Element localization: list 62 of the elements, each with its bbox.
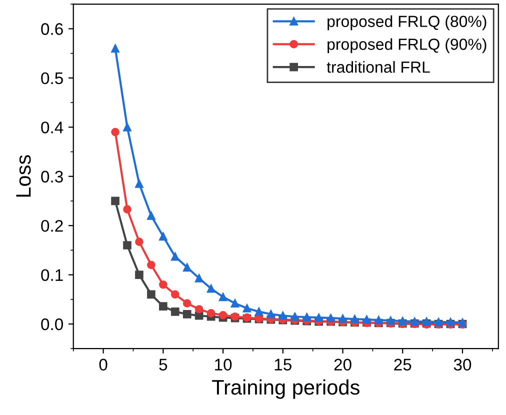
- point: [194, 305, 204, 314]
- point: [254, 308, 264, 316]
- x-axis-title: Training periods: [212, 379, 360, 399]
- x-tick-label: 10: [215, 358, 232, 371]
- point: [159, 280, 168, 289]
- point: [111, 196, 120, 206]
- point: [182, 299, 192, 308]
- x-tick-label: 25: [394, 358, 412, 371]
- point: [123, 241, 132, 250]
- point: [182, 310, 192, 318]
- point: [302, 312, 312, 322]
- legend-label: traditional FRL: [326, 61, 430, 73]
- y-tick-label: 0.5: [41, 72, 63, 84]
- legend-label: proposed FRLQ (80%): [328, 15, 486, 30]
- point: [206, 284, 216, 293]
- point: [362, 315, 371, 324]
- x-tick-label: 30: [454, 358, 472, 371]
- point: [326, 314, 335, 322]
- point: [170, 308, 180, 316]
- x-tick-label: 15: [274, 358, 292, 371]
- point: [135, 270, 144, 279]
- point: [123, 123, 132, 132]
- point: [147, 212, 156, 220]
- point: [135, 238, 144, 246]
- y-tick-label: 0.1: [41, 269, 63, 281]
- point: [170, 252, 180, 261]
- point: [278, 311, 288, 320]
- point: [338, 314, 347, 323]
- y-tick-label: 0.2: [41, 220, 63, 232]
- point: [147, 260, 156, 270]
- x-tick-label: 20: [334, 358, 352, 371]
- legend-label: proposed FRLQ (90%): [328, 38, 486, 54]
- point: [206, 309, 216, 318]
- point: [135, 180, 144, 188]
- point: [218, 310, 228, 320]
- point: [159, 302, 168, 310]
- point: [386, 316, 395, 325]
- point: [290, 312, 300, 321]
- point: [111, 44, 120, 53]
- point: [266, 310, 276, 318]
- point: [123, 205, 132, 214]
- point: [147, 290, 156, 299]
- point: [374, 316, 383, 324]
- point: [194, 311, 204, 320]
- point: [242, 304, 252, 312]
- y-tick-label: 0.3: [41, 170, 63, 183]
- point: [314, 313, 323, 322]
- point: [230, 299, 240, 308]
- y-tick-label: 0.4: [41, 122, 64, 134]
- point: [218, 292, 228, 302]
- y-tick-label: 0.0: [41, 318, 63, 330]
- point: [194, 274, 204, 282]
- point: [350, 314, 359, 324]
- point: [159, 232, 168, 241]
- point: [111, 128, 120, 136]
- x-tick-label: 0: [99, 358, 108, 371]
- point: [182, 263, 192, 272]
- y-axis-title: Loss: [16, 155, 31, 197]
- point: [398, 316, 407, 326]
- point: [170, 290, 180, 299]
- x-tick-label: 5: [159, 358, 168, 371]
- y-tick-label: 0.6: [41, 23, 63, 35]
